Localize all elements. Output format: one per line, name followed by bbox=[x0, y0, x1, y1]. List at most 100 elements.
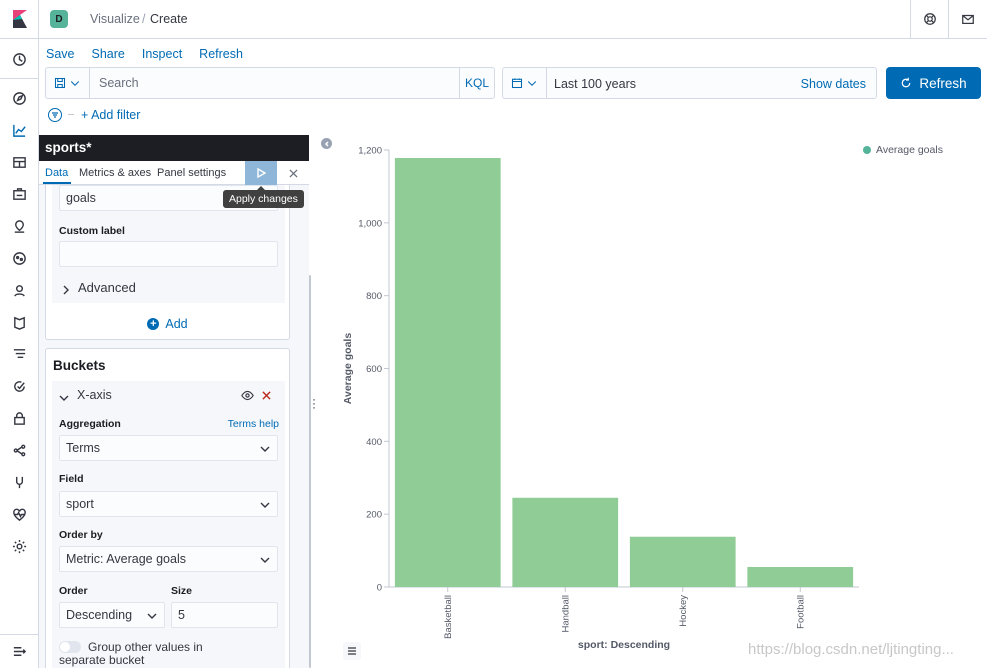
xaxis-bucket: X-axis Aggregation Terms help Terms Fiel… bbox=[52, 381, 285, 668]
x-tick-label: Football bbox=[795, 595, 806, 629]
filter-icon bbox=[52, 112, 58, 118]
field-select[interactable]: sport bbox=[59, 491, 278, 517]
apply-changes-tooltip: Apply changes bbox=[223, 186, 304, 208]
custom-label-input[interactable] bbox=[59, 241, 278, 267]
chevron-down-icon bbox=[527, 81, 537, 86]
editor-tabs: Data Metrics & axes Panel settings bbox=[39, 161, 309, 185]
add-metric-button[interactable]: + Add bbox=[46, 317, 289, 331]
chevron-down-icon[interactable] bbox=[59, 391, 69, 401]
show-dates-link[interactable]: Show dates bbox=[800, 77, 866, 91]
apm-icon[interactable] bbox=[11, 346, 28, 363]
apply-changes-button[interactable] bbox=[245, 161, 277, 185]
chevron-right-icon[interactable] bbox=[61, 283, 71, 295]
maps-icon[interactable] bbox=[11, 218, 28, 235]
space-avatar[interactable]: D bbox=[50, 10, 68, 28]
quick-select-button[interactable] bbox=[503, 68, 547, 98]
help-lifebuoy-icon bbox=[923, 13, 936, 25]
y-axis-title: Average goals bbox=[342, 333, 354, 405]
app-header: D Visualize / Create bbox=[39, 0, 987, 39]
chevron-down-icon bbox=[147, 610, 157, 620]
siem-lock-icon[interactable] bbox=[11, 410, 28, 427]
collapse-editor-button[interactable] bbox=[321, 138, 332, 149]
chart-legend[interactable]: Average goals bbox=[863, 144, 943, 156]
ml-icon[interactable] bbox=[11, 250, 28, 267]
help-button[interactable] bbox=[910, 0, 948, 38]
kql-toggle[interactable]: KQL bbox=[459, 68, 494, 98]
add-filter-link[interactable]: + Add filter bbox=[81, 108, 141, 122]
plus-circle-icon: + bbox=[147, 318, 160, 330]
x-tick-label: Handball bbox=[560, 595, 571, 633]
search-input[interactable] bbox=[91, 68, 461, 98]
legend-label: Average goals bbox=[876, 144, 943, 156]
newsfeed-button[interactable] bbox=[948, 0, 986, 38]
remove-x-icon[interactable] bbox=[262, 391, 271, 400]
buckets-panel: Buckets X-axis Aggregation Terms help Te… bbox=[45, 348, 290, 668]
share-link[interactable]: Share bbox=[91, 47, 125, 61]
bar[interactable] bbox=[512, 497, 619, 587]
collapse-menu-icon[interactable] bbox=[11, 643, 28, 660]
chevron-down-icon bbox=[260, 499, 270, 509]
order-label: Order bbox=[59, 585, 88, 597]
logs-icon[interactable] bbox=[11, 314, 28, 331]
size-input[interactable]: 5 bbox=[171, 602, 278, 628]
save-link[interactable]: Save bbox=[46, 47, 75, 61]
refresh-link[interactable]: Refresh bbox=[199, 47, 243, 61]
buckets-title: Buckets bbox=[53, 358, 106, 373]
order-by-value: Metric: Average goals bbox=[66, 552, 186, 566]
field-value: sport bbox=[66, 497, 94, 511]
bar[interactable] bbox=[747, 566, 854, 587]
inspect-link[interactable]: Inspect bbox=[141, 47, 183, 61]
advanced-toggle[interactable]: Advanced bbox=[78, 280, 136, 295]
tab-metrics-axes[interactable]: Metrics & axes bbox=[79, 167, 152, 179]
order-select[interactable]: Descending bbox=[59, 602, 165, 628]
date-range-label[interactable]: Last 100 years bbox=[554, 77, 636, 91]
aggregation-select[interactable]: Terms bbox=[59, 435, 278, 461]
y-tick-label: 1,000 bbox=[358, 218, 382, 229]
clock-icon[interactable] bbox=[11, 51, 28, 68]
breadcrumb-visualize[interactable]: Visualize bbox=[90, 12, 140, 26]
refresh-button[interactable]: Refresh bbox=[886, 67, 981, 99]
bar[interactable] bbox=[394, 158, 501, 588]
management-gear-icon[interactable] bbox=[11, 538, 28, 555]
dashboard-icon[interactable] bbox=[11, 154, 28, 171]
visualization-editor: sports* Data Metrics & axes Panel settin… bbox=[39, 135, 309, 668]
date-picker: Last 100 years Show dates bbox=[502, 67, 877, 99]
kibana-logo[interactable] bbox=[0, 0, 39, 39]
chevron-down-icon bbox=[260, 443, 270, 453]
legend-toggle-button[interactable] bbox=[343, 642, 361, 660]
y-tick-label: 0 bbox=[377, 583, 382, 594]
order-by-label: Order by bbox=[59, 529, 103, 541]
saved-query-button[interactable] bbox=[46, 68, 90, 98]
dev-tools-icon[interactable] bbox=[11, 474, 28, 491]
bar[interactable] bbox=[629, 536, 736, 587]
graph-icon[interactable] bbox=[11, 442, 28, 459]
drag-handle-icon[interactable]: · · · bbox=[312, 392, 316, 414]
custom-label-label: Custom label bbox=[59, 225, 125, 237]
xaxis-title: X-axis bbox=[77, 388, 112, 402]
monitoring-heart-icon[interactable] bbox=[11, 506, 28, 523]
order-by-select[interactable]: Metric: Average goals bbox=[59, 546, 278, 572]
metrics-icon[interactable] bbox=[11, 282, 28, 299]
canvas-icon[interactable] bbox=[11, 186, 28, 203]
group-other-switch[interactable] bbox=[59, 641, 81, 653]
eye-icon[interactable] bbox=[241, 390, 254, 401]
y-tick-label: 400 bbox=[366, 437, 382, 448]
discover-compass-icon[interactable] bbox=[11, 90, 28, 107]
discard-changes-button[interactable] bbox=[285, 165, 301, 181]
terms-help-link[interactable]: Terms help bbox=[227, 418, 279, 430]
watermark: https://blog.csdn.net/ljtingting... bbox=[748, 641, 954, 658]
refresh-icon bbox=[902, 77, 911, 88]
filter-options-button[interactable] bbox=[48, 108, 62, 122]
y-tick-label: 800 bbox=[366, 291, 382, 302]
group-other-label: Group other values in separate bucket bbox=[59, 640, 203, 667]
tab-data[interactable]: Data bbox=[45, 167, 69, 179]
index-pattern-title: sports* bbox=[39, 135, 309, 161]
visualize-chart-icon[interactable] bbox=[11, 122, 28, 139]
sidebar-scrollbar[interactable] bbox=[309, 275, 311, 668]
uptime-icon[interactable] bbox=[11, 378, 28, 395]
y-tick-label: 1,200 bbox=[358, 146, 382, 157]
list-icon bbox=[348, 647, 356, 655]
tab-panel-settings[interactable]: Panel settings bbox=[157, 167, 227, 179]
play-icon bbox=[257, 168, 266, 178]
breadcrumb-separator: / bbox=[142, 12, 146, 26]
